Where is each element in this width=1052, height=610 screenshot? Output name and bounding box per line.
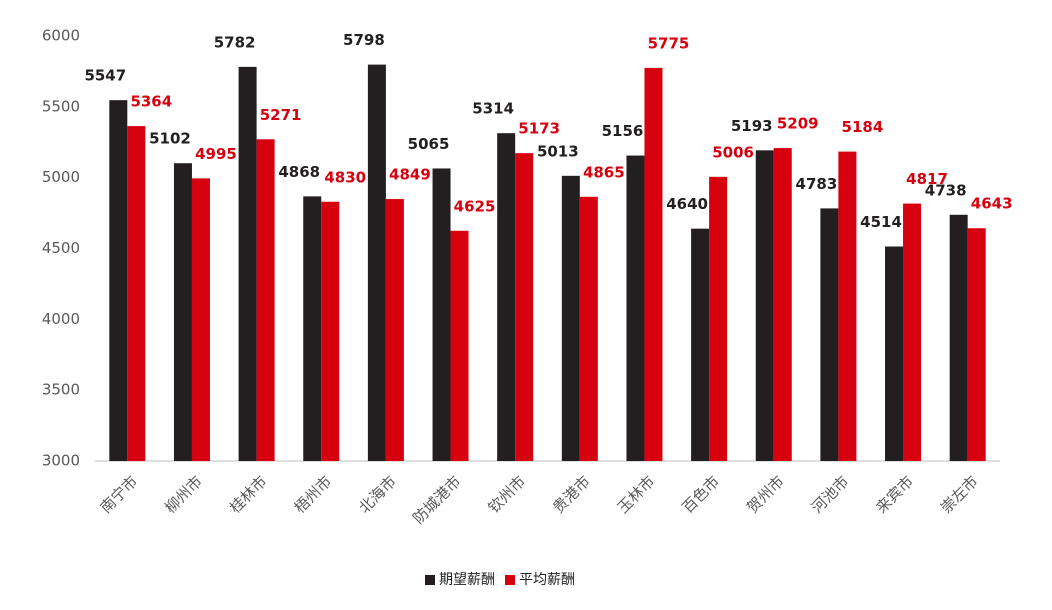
y-tick-label: 6000 xyxy=(42,27,80,45)
x-tick-label: 防城港市 xyxy=(409,472,464,527)
value-label: 5209 xyxy=(777,115,819,133)
bar xyxy=(238,66,257,461)
x-tick-label: 河池市 xyxy=(808,472,853,517)
bar xyxy=(903,203,922,461)
x-tick-label: 钦州市 xyxy=(485,472,530,517)
value-label: 5006 xyxy=(712,143,754,161)
y-tick-label: 3000 xyxy=(42,452,80,470)
y-tick-label: 5500 xyxy=(42,97,80,115)
bar xyxy=(709,176,728,462)
bar xyxy=(691,228,710,461)
y-tick-label: 5000 xyxy=(42,168,80,186)
x-tick-label: 来宾市 xyxy=(872,472,917,517)
bar xyxy=(967,228,986,461)
value-label: 5775 xyxy=(648,34,690,52)
bar xyxy=(321,201,340,461)
bar xyxy=(515,153,534,462)
x-tick-label: 南宁市 xyxy=(97,472,142,517)
x-tick-label: 贺州市 xyxy=(743,472,788,517)
value-label: 5271 xyxy=(260,106,302,124)
bar xyxy=(432,168,451,462)
legend-label: 期望薪酬 xyxy=(439,572,495,588)
bar xyxy=(256,139,275,461)
value-label: 4643 xyxy=(971,195,1013,213)
value-label: 5193 xyxy=(731,117,773,135)
value-label: 4868 xyxy=(278,163,320,181)
value-label: 5173 xyxy=(518,120,560,138)
x-tick-label: 北海市 xyxy=(355,472,400,517)
bar xyxy=(191,178,210,461)
legend-label: 平均薪酬 xyxy=(519,572,575,588)
value-label: 4817 xyxy=(906,170,948,188)
value-label: 5065 xyxy=(408,135,450,153)
x-tick-label: 柳州市 xyxy=(161,472,206,517)
bar xyxy=(773,148,792,461)
value-label: 4865 xyxy=(583,163,625,181)
legend-swatch xyxy=(425,575,435,585)
legend-swatch xyxy=(505,575,515,585)
value-label: 5013 xyxy=(537,142,579,160)
value-label: 5798 xyxy=(343,31,385,49)
x-tick-label: 贵港市 xyxy=(549,472,594,517)
value-label: 5364 xyxy=(130,93,172,111)
bar xyxy=(367,64,386,461)
bar xyxy=(838,151,857,461)
value-label: 4849 xyxy=(389,166,431,184)
bar xyxy=(820,208,839,461)
bar xyxy=(579,196,598,461)
bar xyxy=(949,214,968,461)
value-label: 4738 xyxy=(925,181,967,199)
value-label: 4640 xyxy=(666,195,708,213)
bar xyxy=(385,199,404,461)
value-label: 4830 xyxy=(324,168,366,186)
x-tick-label: 玉林市 xyxy=(614,472,659,517)
bar xyxy=(450,230,469,461)
value-label: 5184 xyxy=(842,118,884,136)
bar xyxy=(497,133,516,461)
x-tick-label: 梧州市 xyxy=(291,472,336,517)
x-tick-label: 崇左市 xyxy=(937,472,982,517)
bar xyxy=(644,67,663,461)
value-label: 4995 xyxy=(195,145,237,163)
value-label: 5782 xyxy=(214,33,256,51)
bar xyxy=(755,150,774,461)
x-tick-label: 桂林市 xyxy=(226,472,271,517)
value-label: 5102 xyxy=(149,130,191,148)
bar xyxy=(303,196,322,461)
y-tick-label: 4500 xyxy=(42,239,80,257)
bar xyxy=(626,155,645,462)
x-tick-label: 百色市 xyxy=(679,472,724,517)
value-label: 5156 xyxy=(602,122,644,140)
bar xyxy=(561,175,580,461)
value-label: 5547 xyxy=(84,67,126,85)
value-label: 4625 xyxy=(454,197,496,215)
y-tick-label: 4000 xyxy=(42,310,80,328)
bar xyxy=(127,126,146,461)
bar xyxy=(885,246,904,461)
y-tick-label: 3500 xyxy=(42,381,80,399)
value-label: 4514 xyxy=(860,213,902,231)
value-label: 5314 xyxy=(472,100,514,118)
value-label: 4783 xyxy=(796,175,838,193)
bar xyxy=(109,100,128,462)
bar xyxy=(173,163,192,461)
